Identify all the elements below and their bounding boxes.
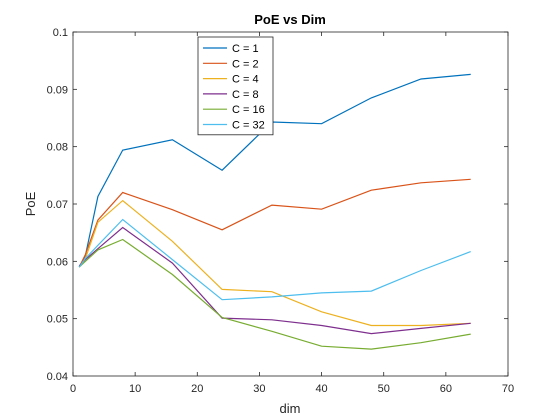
x-tick-label: 60 bbox=[440, 383, 452, 395]
series-line-1 bbox=[78, 73, 471, 268]
y-tick-label: 0.04 bbox=[47, 371, 68, 383]
x-tick-label: 50 bbox=[378, 383, 390, 395]
series-layer bbox=[78, 73, 471, 350]
y-tick-label: 0.09 bbox=[47, 84, 68, 96]
x-axis-label: dim bbox=[280, 401, 301, 416]
y-tick-label: 0.07 bbox=[47, 199, 68, 211]
series-line-2 bbox=[78, 178, 471, 268]
x-tick-label: 30 bbox=[253, 383, 265, 395]
y-tick-label: 0.05 bbox=[47, 314, 68, 326]
x-tick-label: 10 bbox=[129, 383, 141, 395]
legend-entry: C = 8 bbox=[232, 89, 259, 101]
x-tick-label: 70 bbox=[502, 383, 514, 395]
legend-entry: C = 16 bbox=[232, 104, 265, 116]
legend-entry: C = 32 bbox=[232, 120, 265, 132]
legend: C = 1 C = 2 C = 4 C = 8 C = 16 C = 32 bbox=[197, 36, 274, 136]
chart-title: PoE vs Dim bbox=[254, 12, 326, 27]
legend-entry: C = 4 bbox=[232, 74, 259, 86]
x-tick-label: 20 bbox=[191, 383, 203, 395]
y-tick-label: 0.1 bbox=[53, 27, 68, 39]
legend-entry: C = 2 bbox=[232, 58, 259, 70]
y-tick-label: 0.08 bbox=[47, 142, 68, 154]
legend-entry: C = 1 bbox=[232, 43, 259, 55]
y-axis-label: PoE bbox=[23, 191, 38, 216]
plot-area bbox=[73, 32, 508, 376]
axes-layer: 0 10 20 30 40 50 60 70 0.04 0.05 0.06 0.07 0.08 0.09 0… bbox=[47, 27, 515, 395]
x-tick-label: 0 bbox=[70, 383, 76, 395]
y-tick-label: 0.06 bbox=[47, 256, 68, 268]
x-tick-label: 40 bbox=[315, 383, 327, 395]
series-line-5 bbox=[78, 238, 471, 350]
series-line-6 bbox=[78, 218, 471, 301]
legend-box bbox=[197, 36, 274, 136]
series-line-3 bbox=[78, 199, 471, 327]
